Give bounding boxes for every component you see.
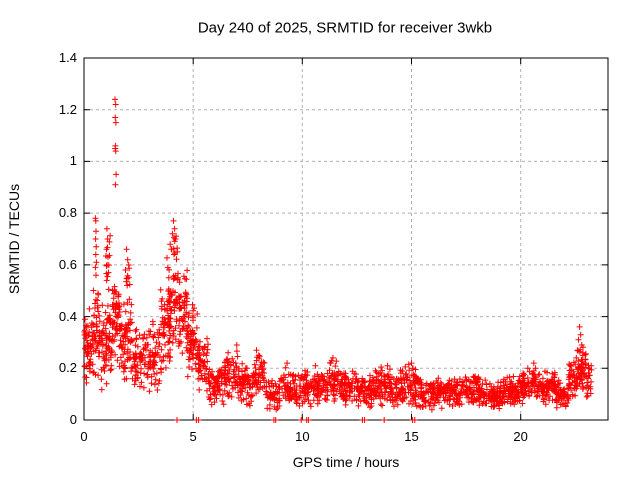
y-axis-title: SRMTID / TECUs xyxy=(6,183,22,295)
y-tick-label: 0.2 xyxy=(58,360,77,376)
y-tick-label: 0.4 xyxy=(58,308,77,324)
y-tick-label: 1.2 xyxy=(58,101,77,117)
gridlines xyxy=(84,58,608,420)
chart-title: Day 240 of 2025, SRMTID for receiver 3wk… xyxy=(197,19,493,37)
x-tick-label: 15 xyxy=(404,429,419,444)
x-axis-title: GPS time / hours xyxy=(292,454,400,470)
y-tick-label: 0 xyxy=(69,412,77,427)
y-tick-label: 1 xyxy=(69,153,77,169)
scatter-points xyxy=(81,96,595,423)
x-tick-label: 5 xyxy=(189,429,197,444)
axis-ticks xyxy=(83,57,608,421)
y-tick-label: 0.6 xyxy=(58,256,77,272)
y-tick-label: 1.4 xyxy=(58,50,77,65)
x-tick-label: 20 xyxy=(513,429,528,444)
plot-border xyxy=(83,57,609,421)
y-tick-label: 0.8 xyxy=(58,205,77,221)
x-tick-label: 0 xyxy=(80,429,88,444)
x-tick-label: 10 xyxy=(295,429,310,444)
